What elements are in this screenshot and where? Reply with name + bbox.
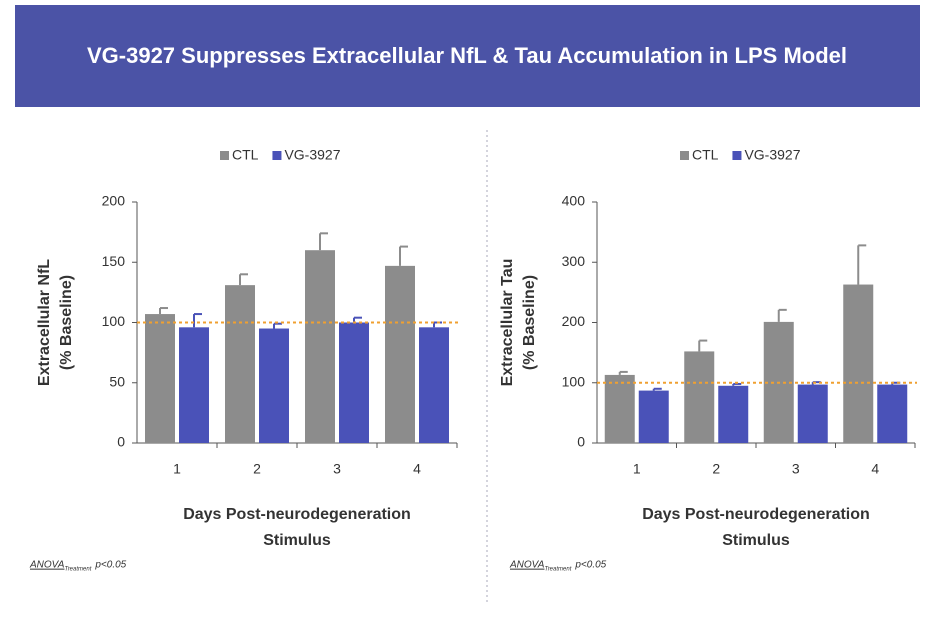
x-tick-label: 2	[253, 461, 261, 477]
y-axis-label: (% Baseline)	[58, 275, 75, 370]
y-tick-label: 50	[109, 373, 125, 389]
bar	[797, 384, 828, 443]
y-tick-label: 200	[102, 193, 126, 209]
y-tick-label: 0	[117, 434, 125, 450]
bar	[145, 314, 175, 443]
y-tick-label: 200	[562, 313, 586, 329]
annotation-p: p<0.05	[574, 560, 606, 571]
y-tick-label: 0	[577, 434, 585, 450]
legend-swatch	[732, 151, 742, 160]
bar	[604, 374, 635, 443]
y-axis-label: Extracellular Tau	[499, 259, 516, 387]
legend-swatch	[220, 151, 229, 160]
y-axis-label: (% Baseline)	[521, 275, 538, 370]
x-tick-label: 2	[712, 461, 720, 477]
y-tick-label: 100	[562, 373, 586, 389]
y-axis-label: Extracellular NfL	[36, 259, 53, 386]
legend-label: CTL	[692, 147, 719, 163]
bar	[877, 384, 908, 443]
title-banner	[15, 5, 920, 107]
legend-swatch	[272, 151, 282, 160]
slide-title: VG-3927 Suppresses Extracellular NfL & T…	[87, 43, 847, 68]
x-axis-label: Days Post-neurodegeneration	[642, 506, 870, 523]
x-axis-label: Days Post-neurodegeneration	[183, 506, 411, 523]
annotation-p: p<0.05	[94, 560, 126, 571]
x-axis-label: Stimulus	[722, 532, 790, 549]
legend-swatch	[680, 151, 689, 160]
bar	[419, 327, 449, 443]
y-tick-label: 150	[102, 253, 126, 269]
bar	[843, 284, 874, 443]
x-tick-label: 3	[792, 461, 800, 477]
bar	[179, 327, 209, 443]
legend-label: VG-3927	[744, 147, 800, 163]
bar	[339, 322, 369, 443]
bar	[718, 385, 749, 443]
x-axis-label: Stimulus	[263, 532, 331, 549]
legend-label: CTL	[232, 147, 259, 163]
bar	[385, 265, 415, 443]
y-tick-label: 300	[562, 253, 586, 269]
legend-label: VG-3927	[284, 147, 340, 163]
annotation: ANOVA	[29, 560, 65, 571]
x-tick-label: 4	[871, 461, 879, 477]
bar	[259, 328, 289, 443]
bar	[684, 351, 715, 443]
y-tick-label: 100	[102, 313, 126, 329]
x-tick-label: 1	[173, 461, 181, 477]
x-tick-label: 4	[413, 461, 421, 477]
x-tick-label: 3	[333, 461, 341, 477]
bar	[638, 390, 669, 443]
bar	[305, 250, 335, 443]
bar	[225, 285, 255, 443]
x-tick-label: 1	[633, 461, 641, 477]
y-tick-label: 400	[562, 193, 586, 209]
annotation-subscript: Treatment	[64, 567, 91, 573]
annotation: ANOVA	[509, 560, 545, 571]
annotation-subscript: Treatment	[544, 567, 571, 573]
